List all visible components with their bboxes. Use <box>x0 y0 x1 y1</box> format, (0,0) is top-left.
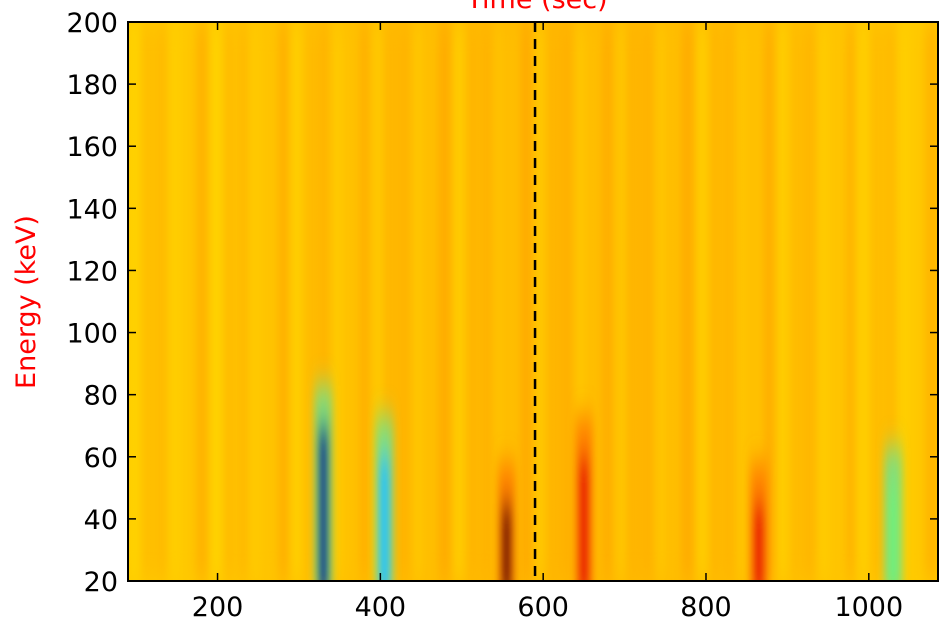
heatmap-feature <box>888 487 899 581</box>
y-tick-label: 160 <box>66 132 118 163</box>
heatmap-stripe <box>681 22 696 581</box>
heatmap-stripe <box>131 22 138 581</box>
heatmap-feature <box>379 456 390 581</box>
heatmap-stripe <box>739 22 746 581</box>
heatmap-stripe <box>224 22 235 581</box>
heatmap-stripe <box>924 22 938 581</box>
heatmap-stripe <box>559 22 574 581</box>
heatmap-stripe <box>185 22 193 581</box>
heatmap-feature <box>753 503 764 581</box>
heatmap-stripe <box>413 22 423 581</box>
y-tick-label: 200 <box>66 8 118 39</box>
heatmap-stripe <box>870 22 884 581</box>
y-tick-label: 80 <box>84 381 118 412</box>
heatmap-stripe <box>360 22 369 581</box>
heatmap-stripe <box>374 22 381 581</box>
heatmap-stripe <box>428 22 436 581</box>
heatmap-stripe <box>588 22 599 581</box>
heatmap-stripe <box>603 22 612 581</box>
heatmap-stripe <box>817 22 830 581</box>
heatmap-stripe <box>209 22 222 581</box>
y-axis: 20 40 60 80 100 120 140 160 180 200 <box>66 8 938 598</box>
heatmap-stripe <box>238 22 247 581</box>
y-tick-label: 60 <box>84 443 118 474</box>
heatmap-stripe <box>710 22 721 581</box>
heatmap-stripe <box>452 22 465 581</box>
heatmap-stripe <box>467 22 478 581</box>
heatmap-feature <box>578 456 589 581</box>
heatmap-stripe <box>792 22 800 581</box>
heatmap-stripe <box>831 22 842 581</box>
x-tick-label: 600 <box>517 592 569 622</box>
heatmap-stripe <box>520 22 532 581</box>
heatmap-stripe <box>195 22 210 581</box>
heatmap-stripe <box>846 22 855 581</box>
heatmap-stripe <box>345 22 356 581</box>
heatmap-stripe <box>885 22 897 581</box>
heatmap-stripe <box>860 22 867 581</box>
heatmap-stripe <box>253 22 260 581</box>
heatmap-stripe <box>695 22 708 581</box>
heatmap-stripe <box>306 22 314 581</box>
heatmap-stripe <box>438 22 453 581</box>
heatmap-stripe <box>671 22 679 581</box>
y-tick-label: 120 <box>66 256 118 287</box>
heatmap-stripe <box>627 22 641 581</box>
heatmap-feature <box>501 503 512 581</box>
y-tick-label: 140 <box>66 194 118 225</box>
heatmap-stripe <box>724 22 733 581</box>
heatmap-stripe <box>802 22 817 581</box>
heatmap-stripe <box>549 22 557 581</box>
x-axis: 200 400 600 800 1000 <box>192 22 903 622</box>
plot-frame <box>127 21 939 582</box>
heatmap-stripe <box>656 22 666 581</box>
y-axis-title: Energy (keV) <box>11 215 42 389</box>
heatmap-stripe <box>749 22 763 581</box>
heatmap-stripe <box>141 22 155 581</box>
y-tick-label: 180 <box>66 70 118 101</box>
heatmap-stripe <box>481 22 490 581</box>
y-tick-label: 100 <box>66 319 118 350</box>
x-tick-label: 1000 <box>834 592 903 622</box>
x-axis-title: Time (sec) <box>465 0 607 15</box>
heatmap-stripe <box>156 22 168 581</box>
x-tick-label: 400 <box>355 592 407 622</box>
heatmap-stripe <box>617 22 624 581</box>
heatmap-stripe <box>292 22 302 581</box>
heatmap-stripe <box>899 22 909 581</box>
heatmap-stripe <box>778 22 788 581</box>
heatmap-stripe <box>277 22 289 581</box>
heatmap-stripe <box>496 22 503 581</box>
heatmap-stripe <box>914 22 922 581</box>
heatmap-stripe <box>170 22 180 581</box>
y-tick-label: 20 <box>84 567 118 598</box>
heatmap-stripe <box>331 22 344 581</box>
heatmap-stripe <box>535 22 545 581</box>
heatmap-stripe <box>399 22 411 581</box>
heatmap-area <box>128 22 938 581</box>
heatmap-stripe <box>263 22 277 581</box>
heatmap-stripe <box>763 22 775 581</box>
heatmap-stripe <box>642 22 654 581</box>
y-tick-label: 40 <box>84 505 118 536</box>
heatmap-feature <box>318 425 329 581</box>
x-tick-label: 800 <box>680 592 732 622</box>
heatmap-stripe <box>506 22 520 581</box>
x-tick-label: 200 <box>192 592 244 622</box>
